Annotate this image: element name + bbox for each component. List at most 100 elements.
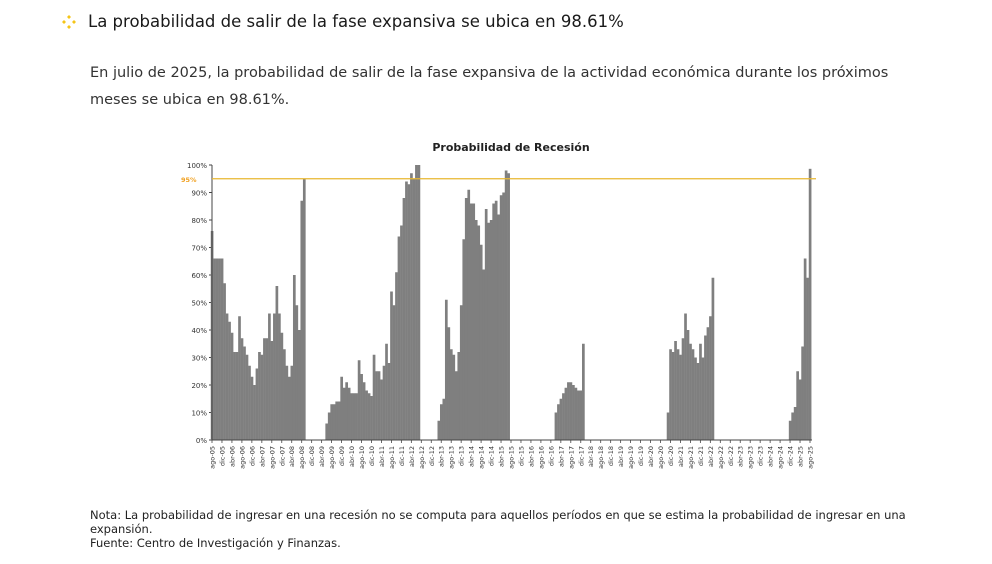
bar bbox=[245, 354, 249, 440]
x-tick-label: dic-10 bbox=[368, 446, 376, 466]
bar bbox=[567, 382, 570, 440]
x-tick-label: ago-10 bbox=[358, 446, 366, 469]
x-tick-label: abr-22 bbox=[707, 446, 715, 467]
bar bbox=[442, 398, 446, 440]
x-tick-label: ago-21 bbox=[687, 446, 695, 469]
bar bbox=[260, 354, 264, 440]
bar bbox=[405, 181, 408, 440]
bar bbox=[497, 214, 500, 440]
bar bbox=[704, 335, 707, 440]
x-tick-label: ago-24 bbox=[777, 446, 785, 469]
x-tick-label: abr-23 bbox=[737, 446, 745, 467]
bar bbox=[215, 258, 219, 440]
y-tick-label: 20% bbox=[191, 382, 207, 390]
chart-title: Probabilidad de Recesión bbox=[432, 141, 589, 154]
x-tick-label: ago-09 bbox=[328, 446, 336, 469]
bar bbox=[258, 352, 261, 440]
x-tick-label: dic-08 bbox=[308, 446, 316, 466]
x-tick-label: ago-17 bbox=[567, 446, 575, 469]
x-tick-label: ago-15 bbox=[508, 446, 516, 469]
bar bbox=[290, 365, 294, 440]
x-tick-label: abr-24 bbox=[767, 446, 775, 467]
bar bbox=[400, 225, 403, 440]
x-tick-label: abr-13 bbox=[438, 446, 446, 467]
bar bbox=[482, 269, 486, 440]
bar bbox=[696, 363, 700, 440]
bar bbox=[477, 225, 481, 440]
bar bbox=[459, 305, 463, 440]
x-tick-label: dic-06 bbox=[248, 446, 256, 466]
bar bbox=[213, 258, 216, 440]
bar bbox=[240, 338, 244, 440]
bar bbox=[686, 330, 690, 440]
bar bbox=[472, 203, 476, 440]
bar bbox=[283, 349, 286, 440]
bar bbox=[218, 258, 221, 440]
bar bbox=[447, 327, 451, 440]
bar bbox=[569, 382, 573, 440]
bar bbox=[791, 412, 795, 440]
bar bbox=[243, 346, 246, 440]
bar bbox=[362, 382, 366, 440]
x-tick-label: abr-11 bbox=[378, 446, 386, 467]
x-tick-label: dic-07 bbox=[278, 446, 286, 466]
bar bbox=[457, 352, 461, 440]
bar bbox=[507, 173, 510, 440]
bar bbox=[676, 349, 680, 440]
bar bbox=[467, 189, 471, 440]
bar bbox=[577, 390, 580, 440]
bar bbox=[377, 371, 381, 440]
x-tick-label: dic-24 bbox=[787, 446, 795, 466]
bar bbox=[350, 393, 353, 440]
bar bbox=[265, 338, 269, 440]
bar bbox=[709, 316, 712, 440]
bar bbox=[302, 178, 306, 440]
bar bbox=[285, 365, 289, 440]
bar bbox=[238, 316, 241, 440]
x-tick-label: ago-14 bbox=[478, 446, 486, 469]
bar bbox=[788, 420, 792, 440]
bar bbox=[367, 393, 371, 440]
section-title: La probabilidad de salir de la fase expa… bbox=[88, 12, 624, 31]
bar bbox=[335, 401, 339, 440]
x-tick-label: ago-06 bbox=[238, 446, 246, 469]
bar bbox=[275, 286, 279, 440]
bar bbox=[492, 203, 496, 440]
bar bbox=[796, 371, 799, 440]
bar bbox=[410, 173, 413, 440]
x-tick-label: dic-09 bbox=[338, 446, 346, 466]
y-tick-label: 100% bbox=[187, 162, 207, 170]
x-tick-label: ago-08 bbox=[298, 446, 306, 469]
bar bbox=[449, 349, 453, 440]
bar bbox=[402, 198, 406, 440]
bar bbox=[255, 368, 259, 440]
x-tick-label: dic-23 bbox=[757, 446, 765, 466]
bar bbox=[357, 360, 361, 440]
x-tick-label: dic-18 bbox=[607, 446, 615, 466]
x-tick-label: ago-12 bbox=[418, 446, 426, 469]
bar bbox=[417, 165, 421, 440]
bar bbox=[574, 387, 578, 440]
bar bbox=[412, 178, 416, 440]
bar bbox=[340, 376, 344, 440]
x-tick-label: dic-19 bbox=[637, 446, 645, 466]
bar bbox=[487, 222, 491, 440]
bar bbox=[439, 404, 443, 440]
x-tick-label: abr-15 bbox=[498, 446, 506, 467]
x-tick-label: dic-15 bbox=[517, 446, 525, 466]
y-tick-label: 50% bbox=[191, 300, 207, 308]
bar bbox=[684, 313, 687, 440]
bar bbox=[228, 321, 231, 440]
recession-probability-chart: Probabilidad de Recesión 0% 10% 20% 30% 40% 50… bbox=[181, 141, 816, 469]
bar bbox=[235, 352, 239, 440]
y-tick-label: 90% bbox=[191, 190, 207, 198]
bar bbox=[387, 363, 391, 440]
summary-paragraph: En julio de 2025, la probabilidad de sal… bbox=[90, 65, 889, 108]
bar bbox=[689, 343, 692, 440]
x-tick-label: dic-20 bbox=[667, 446, 675, 466]
bar bbox=[711, 277, 715, 440]
x-tick-label: ago-22 bbox=[717, 446, 725, 469]
bar bbox=[397, 236, 401, 440]
bar bbox=[701, 357, 705, 440]
bar bbox=[494, 200, 498, 440]
